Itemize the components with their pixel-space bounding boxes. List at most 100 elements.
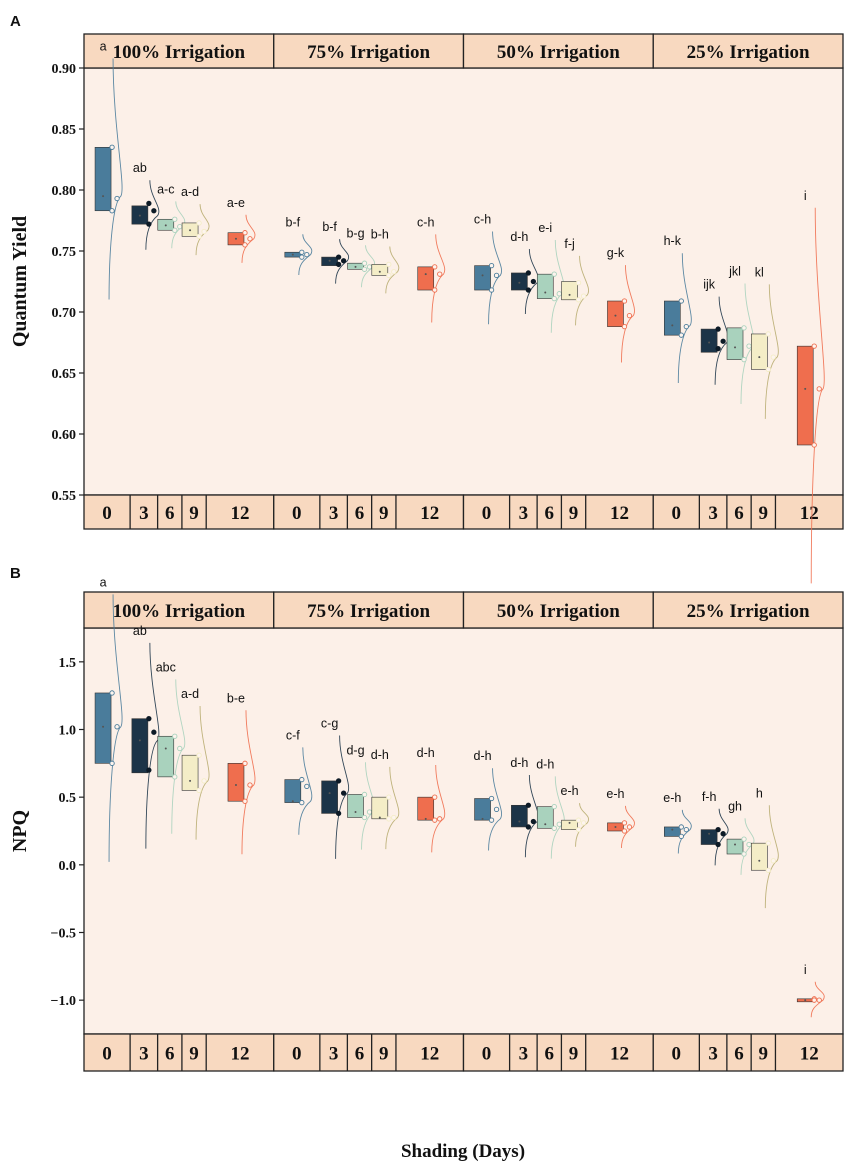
x-tick-label: 0 <box>292 1044 302 1065</box>
data-point <box>172 227 178 233</box>
data-point <box>621 323 628 330</box>
x-tick-label: 12 <box>800 503 819 524</box>
x-tick-label: 9 <box>189 503 199 524</box>
median-marker <box>291 253 294 256</box>
median-marker <box>614 314 617 317</box>
panel-label: B <box>10 565 21 582</box>
data-point <box>715 841 721 848</box>
significance-letter: b-f <box>322 220 337 234</box>
median-marker <box>518 820 521 823</box>
significance-letter: b-f <box>286 215 301 229</box>
group-100-day-12: a-e <box>227 196 256 263</box>
violin-outline <box>431 764 446 853</box>
median-marker <box>568 821 571 824</box>
violin-outline <box>810 981 825 1018</box>
group-75-day-0: b-f <box>284 215 313 276</box>
data-point <box>715 345 721 352</box>
data-point <box>299 254 305 260</box>
x-category-strip <box>462 494 654 530</box>
data-point <box>683 323 689 330</box>
data-point <box>172 216 178 222</box>
group-100-day-9: a-d <box>181 185 210 256</box>
group-75-day-9: d-h <box>371 748 400 850</box>
facet-label: 50% Irrigation <box>497 42 620 63</box>
data-point <box>525 802 532 808</box>
data-point <box>678 332 684 338</box>
violin-outline <box>298 234 313 276</box>
significance-letter: a <box>100 39 107 53</box>
y-tick-label: 0.90 <box>52 62 77 77</box>
significance-letter: i <box>804 963 807 977</box>
x-tick-label: 9 <box>379 503 389 524</box>
data-point <box>242 760 248 766</box>
data-point <box>335 778 342 784</box>
data-point <box>304 252 310 258</box>
data-point <box>678 298 684 304</box>
box <box>227 763 245 802</box>
violin-outline <box>241 710 256 855</box>
data-point <box>488 262 495 269</box>
data-point <box>530 278 537 285</box>
significance-letter: abc <box>156 660 176 674</box>
data-point <box>575 826 582 833</box>
data-point <box>196 787 202 794</box>
median-marker <box>568 293 571 296</box>
group-50-day-0: d-h <box>474 749 502 851</box>
data-point <box>551 295 557 302</box>
violin-outline <box>764 805 779 909</box>
x-tick-label: 6 <box>545 1044 555 1065</box>
median-marker <box>544 291 547 294</box>
data-point <box>556 821 562 827</box>
data-point <box>626 313 633 319</box>
box <box>371 796 389 820</box>
data-point <box>151 729 157 735</box>
data-point <box>816 386 822 392</box>
x-tick-label: 0 <box>482 1044 492 1065</box>
data-point <box>575 297 582 303</box>
panel-label: A <box>10 13 21 30</box>
data-point <box>109 144 115 150</box>
data-point <box>340 790 347 796</box>
group-50-day-12: g-k <box>607 246 635 363</box>
violin-outline <box>575 803 589 847</box>
significance-letter: e-h <box>606 787 624 801</box>
data-point <box>172 774 178 780</box>
significance-letter: a <box>100 575 107 589</box>
x-tick-label: 9 <box>759 503 769 524</box>
x-category-strip <box>652 1033 844 1072</box>
significance-letter: c-h <box>417 215 434 229</box>
data-point <box>386 816 392 822</box>
median-marker <box>424 817 427 820</box>
violin-outline <box>488 768 502 851</box>
median-marker <box>518 281 521 284</box>
group-25-day-0: e-h <box>663 791 692 854</box>
x-tick-label: 0 <box>102 503 112 524</box>
data-point <box>242 798 248 804</box>
median-marker <box>102 725 105 728</box>
group-100-day-0: a <box>94 39 123 300</box>
median-marker <box>234 237 237 240</box>
x-category-strip <box>462 1033 654 1072</box>
data-point <box>177 223 183 230</box>
significance-letter: d-h <box>417 746 435 760</box>
data-point <box>114 724 120 730</box>
violin-outline <box>171 679 186 834</box>
plot-area <box>83 67 844 496</box>
median-marker <box>328 259 331 262</box>
y-tick-label: 1.5 <box>59 656 77 671</box>
group-50-day-0: c-h <box>474 212 502 325</box>
data-point <box>525 270 532 276</box>
x-tick-label: 3 <box>708 503 718 524</box>
median-marker <box>671 828 674 831</box>
data-point <box>493 806 500 812</box>
violin-outline <box>714 808 729 866</box>
data-point <box>816 997 822 1003</box>
box <box>700 829 718 845</box>
data-point <box>432 287 438 293</box>
data-point <box>765 840 771 846</box>
significance-letter: h <box>756 786 763 800</box>
data-point <box>361 260 368 266</box>
data-point <box>196 752 202 758</box>
